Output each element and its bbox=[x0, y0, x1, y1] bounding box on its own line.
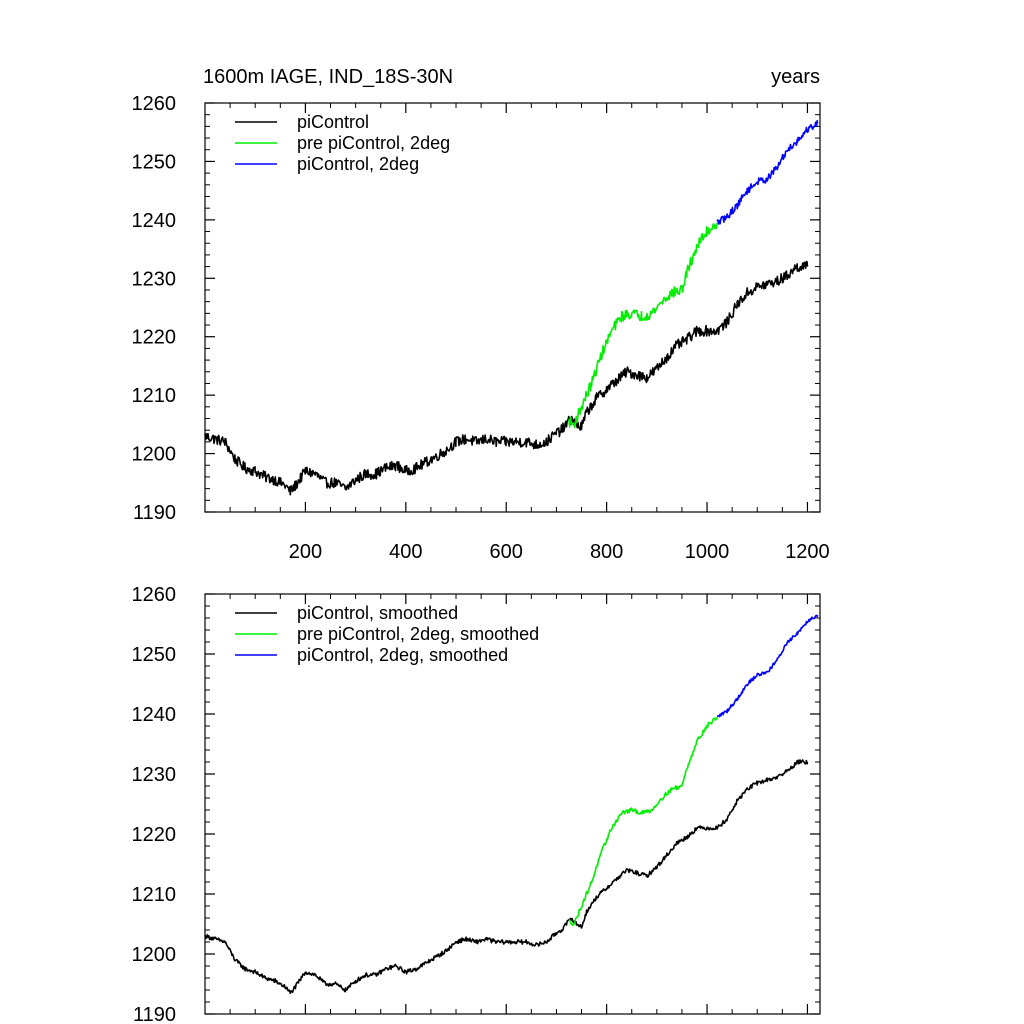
y-tick-label: 1220 bbox=[132, 824, 177, 846]
chart-title: 1600m IAGE, IND_18S-30N bbox=[203, 66, 453, 88]
plot-frame bbox=[204, 593, 821, 1015]
x-tick-label: 1000 bbox=[685, 541, 730, 563]
y-tick-label: 1200 bbox=[132, 944, 177, 966]
series-line bbox=[568, 716, 718, 927]
y-tick-label: 1230 bbox=[132, 268, 177, 290]
y-tick-label: 1250 bbox=[132, 644, 177, 666]
legend-label: pre piControl, 2deg bbox=[297, 133, 450, 153]
series-group bbox=[204, 614, 819, 995]
y-tick-label: 1220 bbox=[132, 327, 177, 349]
y-axis: 1190 1200 1210 1220 1230 1240 1250 1260 bbox=[132, 584, 820, 1024]
chart-title-right: years bbox=[771, 66, 820, 88]
x-tick-label: 200 bbox=[289, 541, 322, 563]
x-axis bbox=[304, 594, 809, 1014]
y-tick-label: 1210 bbox=[132, 884, 177, 906]
x-tick-label: 800 bbox=[590, 541, 623, 563]
bottom-chart-panel: 1190 1200 1210 1220 1230 1240 1250 1260 piContr… bbox=[132, 584, 821, 1024]
legend-label: piControl, 2deg bbox=[297, 154, 419, 174]
y-tick-label: 1190 bbox=[133, 502, 176, 524]
series-line bbox=[716, 614, 819, 718]
y-tick-label: 1210 bbox=[132, 385, 177, 407]
y-tick-label: 1260 bbox=[132, 584, 177, 606]
y-tick-label: 1250 bbox=[132, 151, 177, 173]
y-tick-label: 1190 bbox=[133, 1004, 176, 1024]
series-group bbox=[204, 119, 819, 496]
y-tick-label: 1260 bbox=[132, 93, 177, 115]
series-line bbox=[204, 260, 809, 496]
x-tick-label: 600 bbox=[490, 541, 523, 563]
y-tick-label: 1240 bbox=[132, 704, 177, 726]
y-axis: 1190 1200 1210 1220 1230 1240 1250 1260 bbox=[132, 93, 820, 524]
top-chart-panel: 1600m IAGE, IND_18S-30N years 1190 1200 12… bbox=[132, 66, 830, 563]
x-tick-label: 1200 bbox=[785, 541, 830, 563]
series-line bbox=[716, 119, 819, 225]
series-line bbox=[568, 222, 718, 429]
y-tick-label: 1230 bbox=[132, 764, 177, 786]
y-tick-label: 1240 bbox=[132, 210, 177, 232]
x-tick-label: 400 bbox=[389, 541, 422, 563]
y-tick-label: 1200 bbox=[132, 444, 177, 466]
legend-label: pre piControl, 2deg, smoothed bbox=[297, 624, 539, 644]
minor-ticks bbox=[205, 594, 820, 1014]
legend-label: piControl bbox=[297, 112, 369, 132]
plot-frame bbox=[204, 102, 821, 513]
legend-label: piControl, smoothed bbox=[297, 603, 458, 623]
x-axis: 200 400 600 800 1000 1200 bbox=[289, 103, 830, 563]
minor-ticks bbox=[205, 103, 820, 512]
series-line bbox=[204, 759, 809, 995]
legend-label: piControl, 2deg, smoothed bbox=[297, 645, 508, 665]
